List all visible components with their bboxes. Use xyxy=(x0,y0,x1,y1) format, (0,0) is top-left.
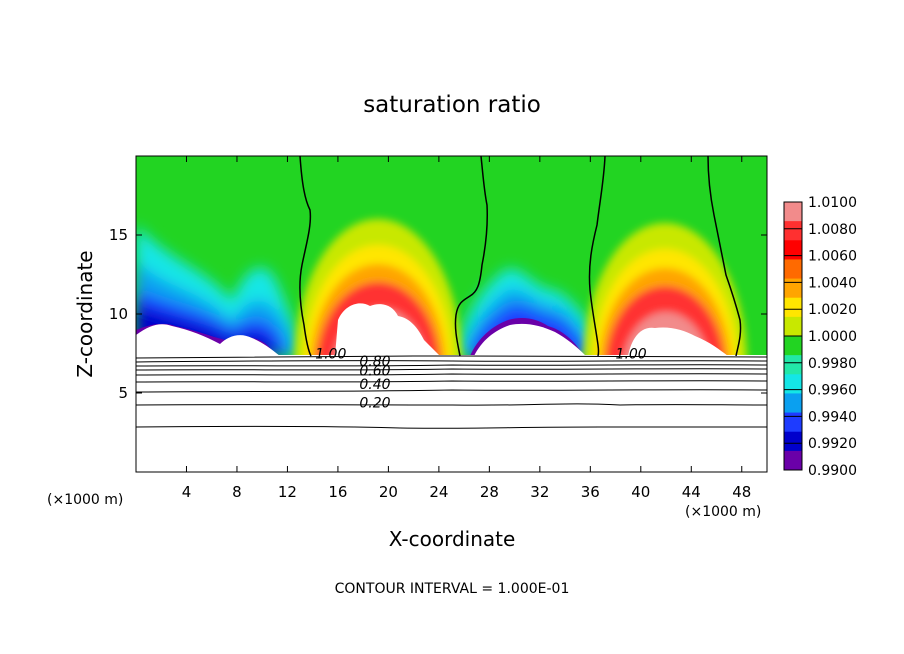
contour-label: 0.60 xyxy=(359,364,390,380)
contour-interval-note: CONTOUR INTERVAL = 1.000E-01 xyxy=(335,581,570,597)
contour-label: 0.20 xyxy=(359,395,390,411)
colorbar-segment xyxy=(784,374,802,394)
colorbar-segment xyxy=(784,221,802,241)
y-tick-label: 15 xyxy=(109,226,128,244)
x-tick-label: 48 xyxy=(732,483,751,501)
saturation-contour-lines xyxy=(299,156,742,357)
x-tick-label: 16 xyxy=(328,483,347,501)
colorbar-label: 1.0060 xyxy=(808,249,857,265)
colorbar-segment xyxy=(784,355,802,375)
x-tick-label: 36 xyxy=(581,483,600,501)
colorbar-segment xyxy=(784,278,802,299)
lower-white-layer xyxy=(136,355,767,472)
x-tick-label: 28 xyxy=(480,483,499,501)
x-tick-label: 32 xyxy=(530,483,549,501)
y-tick-label: 10 xyxy=(109,305,128,323)
white-cloud-right xyxy=(628,327,728,356)
contour-label: 1.00 xyxy=(315,346,346,362)
colorbar-segment xyxy=(784,240,802,260)
colorbar-segment xyxy=(784,297,802,318)
axis-ticks xyxy=(136,156,767,472)
chart-title: saturation ratio xyxy=(363,92,541,118)
colorbar-label: 1.0040 xyxy=(808,275,857,291)
white-dome-middle xyxy=(474,323,586,356)
x-axis-label: X-coordinate xyxy=(389,527,516,551)
colorbar-segment xyxy=(784,412,802,433)
colorbar-label: 0.9900 xyxy=(808,463,857,479)
contour-label: 0.40 xyxy=(359,377,390,393)
colorbar-label: 0.9980 xyxy=(808,356,857,372)
colorbar-segment xyxy=(784,336,802,356)
colorbar-segment xyxy=(784,431,802,452)
colorbar-segment xyxy=(784,259,802,280)
x-tick-label: 44 xyxy=(682,483,701,501)
plot-area xyxy=(136,156,767,472)
contour-labels: 1.00 1.00 0.800.600.40 0.20 xyxy=(315,346,647,411)
colorbar-label: 1.0020 xyxy=(808,302,857,318)
colorbar-segment xyxy=(784,393,802,414)
contour-label: 1.00 xyxy=(616,346,647,362)
colorbar-segment xyxy=(784,202,802,222)
x-unit-label-left: (×1000 m) xyxy=(47,492,123,508)
colorbar-label: 0.9920 xyxy=(808,436,857,452)
contour-label: 0.80 xyxy=(359,354,390,370)
y-tick-labels: 5 10 15 xyxy=(109,226,128,402)
white-cloud-left xyxy=(335,303,440,356)
x-tick-label: 40 xyxy=(631,483,650,501)
white-dome-left xyxy=(136,324,280,356)
colorbar-label: 1.0000 xyxy=(808,329,857,345)
colorbar-segment xyxy=(784,316,802,337)
x-tick-label: 4 xyxy=(182,483,192,501)
x-tick-label: 8 xyxy=(232,483,242,501)
colorbar xyxy=(783,201,803,471)
colorbar-label: 0.9940 xyxy=(808,409,857,425)
x-tick-labels: 4 8 12 16 20 24 28 32 36 40 44 48 xyxy=(182,483,752,501)
colorbar-labels: 1.0100 1.0080 1.0060 1.0040 1.0020 1.0000 0.99… xyxy=(808,195,857,479)
y-tick-label: 5 xyxy=(118,384,128,402)
colorbar-label: 0.9960 xyxy=(808,383,857,399)
y-axis-label: Z-coordinate xyxy=(73,250,97,377)
lower-contour-lines xyxy=(136,355,767,429)
colorbar-segment xyxy=(784,450,802,471)
colorbar-label: 1.0100 xyxy=(808,195,857,211)
x-tick-label: 24 xyxy=(429,483,448,501)
x-tick-label: 12 xyxy=(278,483,297,501)
x-tick-label: 20 xyxy=(379,483,398,501)
x-unit-label-right: (×1000 m) xyxy=(685,504,761,520)
colorbar-label: 1.0080 xyxy=(808,222,857,238)
